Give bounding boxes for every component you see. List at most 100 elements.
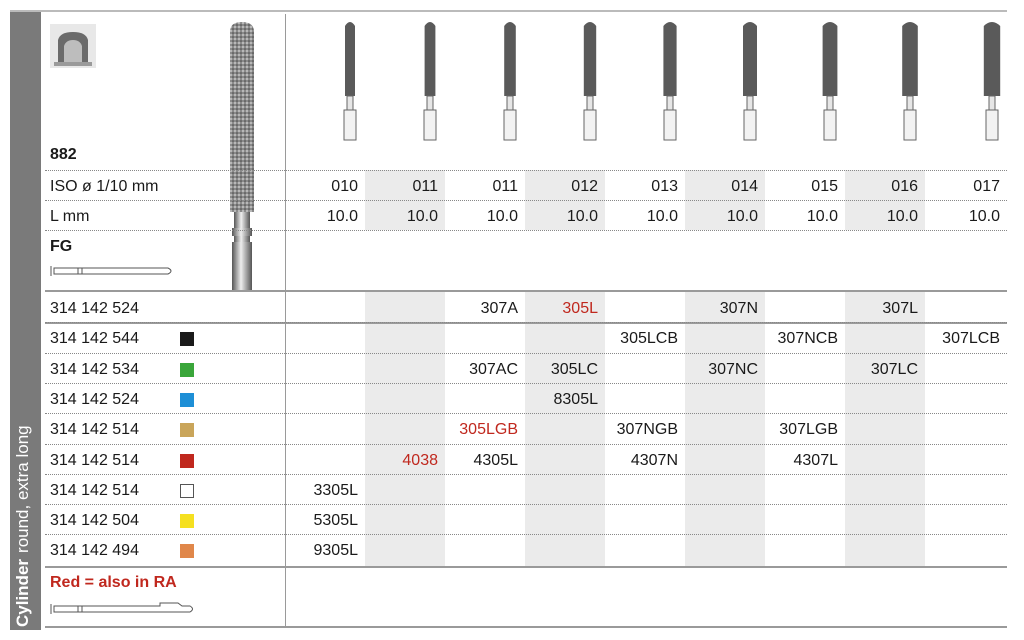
reference-number: 314 142 534 <box>50 360 139 378</box>
spec-value: 10.0 <box>566 208 598 225</box>
spec-label: ISO ø 1/10 mm <box>50 178 159 195</box>
spec-value: 10.0 <box>406 208 438 225</box>
row-rule <box>45 413 1007 415</box>
rule-7 <box>45 626 1007 628</box>
spec-value: 011 <box>492 178 518 195</box>
shade-col-014-lower <box>685 292 765 566</box>
reference-number: 314 142 514 <box>50 481 139 499</box>
product-cell: 305L <box>562 300 598 317</box>
bur-image <box>423 22 437 141</box>
bur-image <box>343 22 357 141</box>
bur-size-images <box>343 22 1001 141</box>
spec-value: 015 <box>811 178 838 195</box>
spec-value: 10.0 <box>486 208 518 225</box>
row-rule <box>45 534 1007 536</box>
product-cell: 8305L <box>553 390 599 408</box>
row-rule <box>45 322 1007 324</box>
shade-col-012-lower <box>525 292 605 566</box>
spec-value: 10.0 <box>326 208 358 225</box>
diamond-bur-icon <box>230 22 254 290</box>
rule-6 <box>45 566 1007 568</box>
category-word-1: Cylinder <box>13 558 32 627</box>
product-cell: 307LCB <box>942 330 1000 348</box>
product-cell: 305LCB <box>620 330 678 348</box>
color-swatch <box>180 453 194 468</box>
product-cell: 307NC <box>708 360 758 378</box>
color-swatch <box>180 514 194 529</box>
row-rule <box>45 443 1007 445</box>
bur-image <box>902 22 918 141</box>
spec-value: 014 <box>731 178 758 195</box>
row-rule <box>45 504 1007 506</box>
product-cell: 307NGB <box>616 421 678 439</box>
product-cell: 305LC <box>550 360 598 378</box>
bur-image <box>743 22 757 141</box>
reference-number: 314 142 514 <box>50 451 139 469</box>
product-cell: 5305L <box>313 512 359 530</box>
row-rule <box>45 473 1007 475</box>
product-cell: 307LGB <box>779 421 838 439</box>
reference-number: 314 142 524 <box>50 390 139 408</box>
color-swatch <box>180 544 194 559</box>
handpiece-type: FG <box>50 238 73 255</box>
shade-col-016-lower <box>845 292 925 566</box>
rule-2 <box>45 200 1007 201</box>
bur-image <box>983 22 1001 141</box>
reference-number: 314 142 524 <box>50 300 139 317</box>
spec-value: 10.0 <box>646 208 678 225</box>
crown-icon <box>50 24 96 68</box>
category-word-2: round, extra long <box>13 425 32 553</box>
fg-shank-icon <box>50 266 172 276</box>
product-code: 882 <box>50 146 77 163</box>
row-rule <box>45 382 1007 384</box>
color-swatch <box>180 392 194 407</box>
reference-number: 314 142 514 <box>50 421 139 439</box>
spec-value: 010 <box>331 178 358 195</box>
rule-3 <box>45 230 1007 231</box>
category-label: Cylinder round, extra long <box>13 7 39 627</box>
product-cell: 307LC <box>870 360 918 378</box>
spec-value: 10.0 <box>968 208 1000 225</box>
spec-value: 012 <box>571 178 598 195</box>
reference-number: 314 142 494 <box>50 542 139 560</box>
product-cell: 307AC <box>469 360 518 378</box>
reference-number: 314 142 504 <box>50 512 139 530</box>
product-cell: 3305L <box>313 481 359 499</box>
rule-1 <box>45 170 1007 171</box>
rule-4 <box>45 290 1007 292</box>
product-cell: 4307N <box>630 451 678 469</box>
reference-number: 314 142 544 <box>50 330 139 348</box>
product-cell: 307NCB <box>777 330 838 348</box>
product-cell: 305LGB <box>459 421 518 439</box>
color-swatch <box>180 483 194 498</box>
color-swatch <box>180 332 194 347</box>
bur-image <box>503 22 517 141</box>
shade-col-011-lower <box>365 292 445 566</box>
spec-value: 016 <box>891 178 918 195</box>
product-cell: 4038 <box>402 451 438 469</box>
column-separator <box>285 14 286 628</box>
product-cell: 307L <box>882 300 918 317</box>
product-cell: 307A <box>480 300 518 317</box>
bur-image <box>663 22 677 141</box>
ra-shank-icon <box>50 602 193 614</box>
spec-value: 013 <box>651 178 678 195</box>
product-cell: 4305L <box>473 451 519 469</box>
side-category-bar <box>10 10 41 630</box>
row-rule <box>45 352 1007 354</box>
color-swatch <box>180 362 194 377</box>
product-cell: 4307L <box>793 451 839 469</box>
spec-value: 10.0 <box>726 208 758 225</box>
bur-image <box>822 22 838 141</box>
rule-top <box>10 10 1007 12</box>
product-cell: 9305L <box>313 542 359 560</box>
color-swatch <box>180 423 194 438</box>
spec-value: 10.0 <box>806 208 838 225</box>
spec-label: L mm <box>50 208 90 225</box>
bur-image <box>583 22 597 141</box>
spec-value: 10.0 <box>886 208 918 225</box>
spec-value: 011 <box>412 178 438 195</box>
legend-text: Red = also in RA <box>50 574 177 591</box>
product-cell: 307N <box>719 300 758 317</box>
spec-value: 017 <box>973 178 1000 195</box>
